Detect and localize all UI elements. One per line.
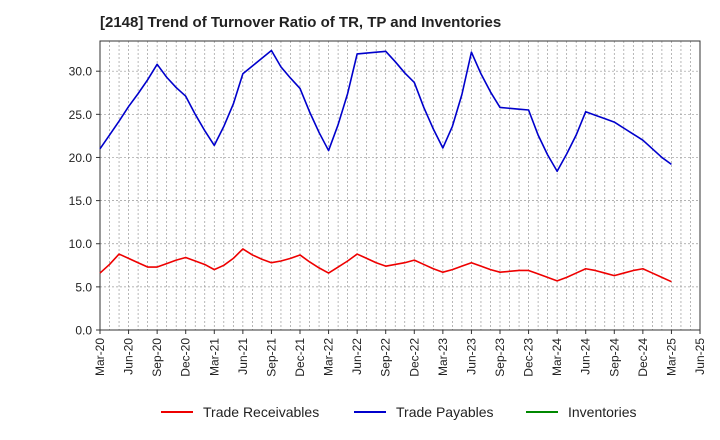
y-tick-label: 5.0 bbox=[75, 280, 92, 294]
x-tick-label: Jun-22 bbox=[350, 338, 364, 375]
x-tick-label: Mar-25 bbox=[664, 338, 678, 376]
x-tick-label: Dec-21 bbox=[293, 338, 307, 377]
y-tick-label: 20.0 bbox=[69, 151, 93, 165]
x-tick-label: Dec-24 bbox=[636, 338, 650, 377]
x-tick-label: Mar-21 bbox=[207, 338, 221, 376]
x-tick-label: Sep-22 bbox=[379, 338, 393, 377]
x-tick-label: Jun-24 bbox=[579, 338, 593, 375]
x-tick-label: Mar-20 bbox=[93, 338, 107, 376]
y-tick-label: 15.0 bbox=[69, 194, 93, 208]
legend-label: Trade Receivables bbox=[203, 404, 320, 420]
legend: Trade Receivables Trade Payables Invento… bbox=[0, 404, 720, 426]
plot-area bbox=[99, 40, 701, 331]
y-tick-label: 25.0 bbox=[69, 108, 93, 122]
legend-swatch-green bbox=[526, 411, 558, 413]
x-tick-label: Jun-23 bbox=[464, 338, 478, 375]
x-tick-label: Mar-23 bbox=[436, 338, 450, 376]
legend-label: Inventories bbox=[568, 404, 637, 420]
series-line-trade-payables bbox=[99, 49, 672, 173]
y-tick-label: 0.0 bbox=[75, 324, 92, 338]
x-tick-label: Jun-21 bbox=[236, 338, 250, 375]
x-tick-label: Mar-24 bbox=[550, 338, 564, 376]
legend-item-trade-payables: Trade Payables bbox=[354, 404, 494, 420]
x-tick-label: Dec-22 bbox=[407, 338, 421, 377]
x-tick-label: Sep-20 bbox=[150, 338, 164, 377]
x-tick-label: Dec-20 bbox=[179, 338, 193, 377]
x-tick-label: Sep-23 bbox=[493, 338, 507, 377]
series-lines bbox=[99, 49, 672, 283]
legend-swatch-red bbox=[161, 411, 193, 413]
y-tick-label: 10.0 bbox=[69, 237, 93, 251]
legend-swatch-blue bbox=[354, 411, 386, 413]
x-axis-ticks: Mar-20 Jun-20 Sep-20 Dec-20 Mar-21 Jun-21 Sep-… bbox=[93, 330, 707, 377]
x-tick-label: Dec-23 bbox=[522, 338, 536, 377]
x-tick-label: Sep-21 bbox=[264, 338, 278, 377]
legend-item-inventories: Inventories bbox=[526, 404, 636, 420]
x-tick-label: Mar-22 bbox=[322, 338, 336, 376]
legend-item-trade-receivables: Trade Receivables bbox=[161, 404, 319, 420]
x-tick-label: Jun-25 bbox=[693, 338, 707, 375]
x-tick-label: Sep-24 bbox=[607, 338, 621, 377]
chart-title: [2148] Trend of Turnover Ratio of TR, TP… bbox=[100, 14, 502, 31]
grid-lines bbox=[100, 41, 700, 330]
series-line-trade-receivables bbox=[99, 248, 672, 283]
y-axis-ticks: 0.0 5.0 10.0 15.0 20.0 25.0 30.0 bbox=[69, 65, 100, 338]
x-tick-label: Jun-20 bbox=[122, 338, 136, 375]
legend-label: Trade Payables bbox=[396, 404, 494, 420]
y-tick-label: 30.0 bbox=[69, 65, 93, 79]
